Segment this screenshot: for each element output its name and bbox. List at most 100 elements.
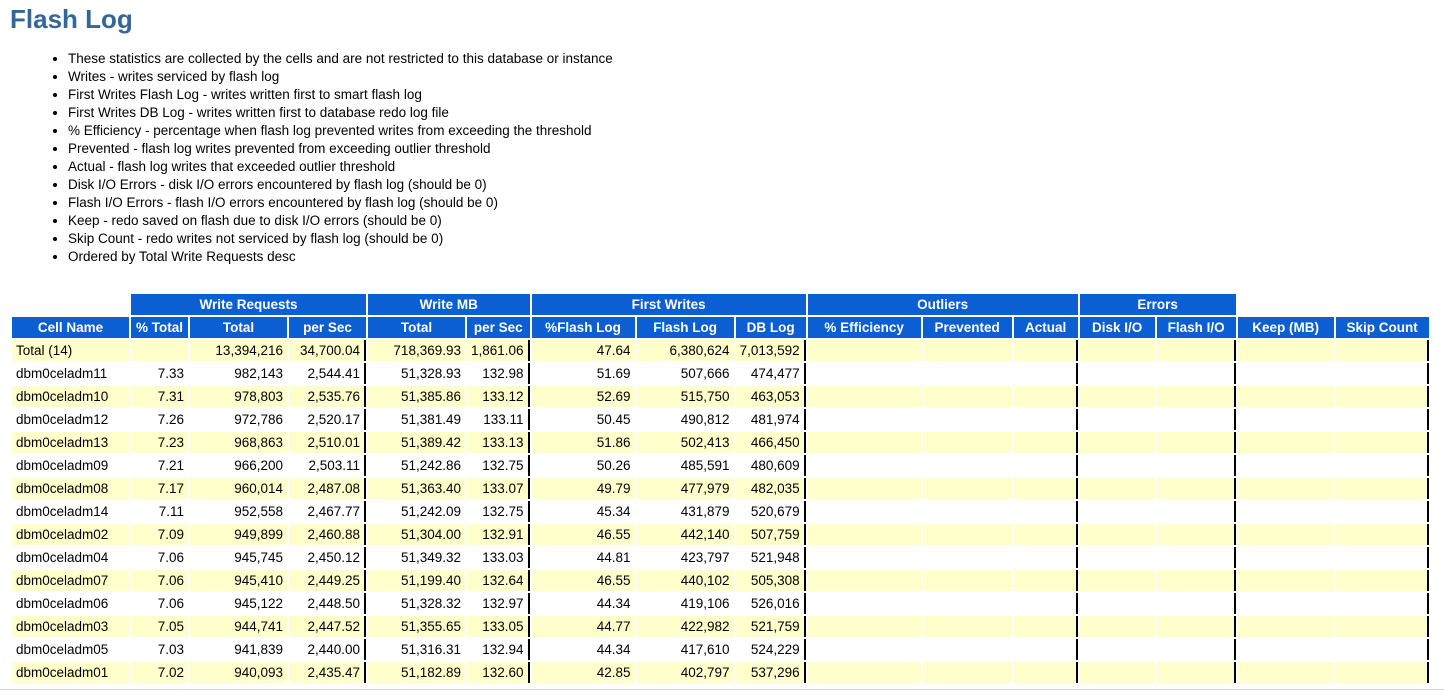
flash-log-table: Write Requests Write MB First Writes Outlie… — [10, 292, 1431, 685]
table-row: dbm0celadm10 7.31 978,803 2,535.76 51,385.86… — [12, 386, 1429, 407]
value-cell: 46.55 — [531, 524, 635, 545]
value-cell — [923, 409, 1012, 430]
cell-name: dbm0celadm02 — [12, 524, 129, 545]
column-header: Flash Log — [636, 317, 734, 338]
value-cell — [1014, 363, 1078, 384]
value-cell — [923, 363, 1012, 384]
value-cell: 949,899 — [190, 524, 287, 545]
table-row: dbm0celadm03 7.05 944,741 2,447.52 51,355.65… — [12, 616, 1429, 637]
value-cell: 132.91 — [467, 524, 530, 545]
value-cell: 431,879 — [680, 504, 730, 519]
value-cell — [1157, 639, 1236, 660]
column-header: Flash I/O — [1156, 317, 1236, 338]
table-row: dbm0celadm09 7.21 966,200 2,503.11 51,242.86… — [12, 455, 1429, 476]
value-cell — [1237, 570, 1334, 591]
value-cell — [923, 593, 1012, 614]
note-item: Keep - redo saved on flash due to disk I… — [68, 212, 1444, 230]
group-header: Errors — [1079, 294, 1236, 315]
value-cell: 941,839 — [234, 642, 283, 657]
table-row: dbm0celadm07 7.06 945,410 2,449.25 51,199.40… — [12, 570, 1429, 591]
value-cell: 51,316.31 — [400, 642, 461, 657]
value-cell: 2,450.12 — [289, 547, 366, 568]
table-row: dbm0celadm14 7.11 952,558 2,467.77 51,242.09… — [12, 501, 1429, 522]
value-cell — [808, 501, 921, 522]
value-cell — [1079, 616, 1155, 637]
value-cell: 7.33 — [157, 366, 184, 381]
value-cell — [807, 662, 921, 683]
value-cell: 417,610 — [680, 642, 730, 657]
value-cell: 945,410 — [190, 570, 287, 591]
note-item: Actual - flash log writes that exceeded … — [68, 158, 1444, 176]
value-cell: 968,863 — [190, 432, 287, 453]
value-cell — [1080, 409, 1155, 430]
cell-name: dbm0celadm11 — [16, 366, 108, 381]
value-cell: 7.09 — [131, 524, 188, 545]
value-cell — [1156, 524, 1236, 545]
value-cell — [807, 386, 921, 407]
value-cell — [1156, 386, 1236, 407]
cell-name: dbm0celadm04 — [16, 550, 109, 565]
value-cell: 7.21 — [157, 458, 184, 473]
value-cell: 2,544.41 — [289, 363, 366, 384]
value-cell — [1237, 616, 1334, 637]
value-cell: 51,363.40 — [368, 478, 465, 499]
value-cell: 7.23 — [131, 432, 188, 453]
value-cell — [808, 593, 921, 614]
column-header: % Efficiency — [807, 317, 921, 338]
note-item: Skip Count - redo writes not serviced by… — [68, 230, 1444, 248]
value-cell: 2,449.25 — [289, 570, 366, 591]
value-cell — [1237, 432, 1334, 453]
value-cell — [1014, 501, 1078, 522]
value-cell — [1335, 524, 1429, 545]
value-cell — [923, 639, 1012, 660]
value-cell — [808, 547, 921, 568]
value-cell — [1336, 593, 1429, 614]
value-cell — [923, 547, 1012, 568]
value-cell — [1237, 662, 1334, 683]
cell-name: dbm0celadm06 — [16, 596, 109, 611]
value-cell — [1079, 524, 1155, 545]
cell-name: dbm0celadm12 — [16, 412, 109, 427]
value-cell: 419,106 — [680, 596, 730, 611]
value-cell — [807, 616, 921, 637]
value-cell — [922, 478, 1012, 499]
value-cell — [1013, 570, 1078, 591]
value-cell: 34,700.04 — [289, 340, 366, 361]
note-item: First Writes Flash Log - writes written … — [68, 86, 1444, 104]
value-cell — [1237, 386, 1334, 407]
note-item: Ordered by Total Write Requests desc — [68, 248, 1444, 266]
column-header: per Sec — [289, 317, 366, 338]
value-cell: 521,948 — [736, 547, 806, 568]
value-cell: 133.03 — [467, 547, 530, 568]
bottom-divider — [0, 689, 1444, 690]
value-cell: 44.34 — [596, 596, 631, 611]
value-cell — [1335, 478, 1429, 499]
value-cell — [1336, 409, 1429, 430]
value-cell — [1237, 478, 1334, 499]
value-cell: 482,035 — [735, 478, 806, 499]
value-cell — [131, 340, 188, 361]
value-cell: 521,759 — [735, 616, 806, 637]
value-cell — [1013, 340, 1078, 361]
value-cell: 46.55 — [531, 570, 635, 591]
value-cell — [1157, 547, 1236, 568]
value-cell: 524,229 — [736, 639, 806, 660]
column-header: Total — [190, 317, 287, 338]
value-cell — [1156, 340, 1236, 361]
value-cell: 718,369.93 — [368, 340, 465, 361]
value-cell: 7.06 — [131, 570, 188, 591]
value-cell: 982,143 — [234, 366, 283, 381]
value-cell — [1013, 616, 1078, 637]
table-row: dbm0celadm08 7.17 960,014 2,487.08 51,363.40… — [12, 478, 1429, 499]
value-cell — [1336, 639, 1429, 660]
cell-name: dbm0celadm07 — [12, 570, 129, 591]
table-row: dbm0celadm12 7.26 972,786 2,520.17 51,381.49… — [12, 409, 1429, 430]
value-cell — [1157, 455, 1236, 476]
column-header: Prevented — [922, 317, 1012, 338]
column-header: per Sec — [467, 317, 530, 338]
value-cell — [1157, 501, 1236, 522]
value-cell — [1157, 363, 1236, 384]
value-cell — [1157, 593, 1236, 614]
note-item: First Writes DB Log - writes written fir… — [68, 104, 1444, 122]
value-cell — [1336, 363, 1429, 384]
